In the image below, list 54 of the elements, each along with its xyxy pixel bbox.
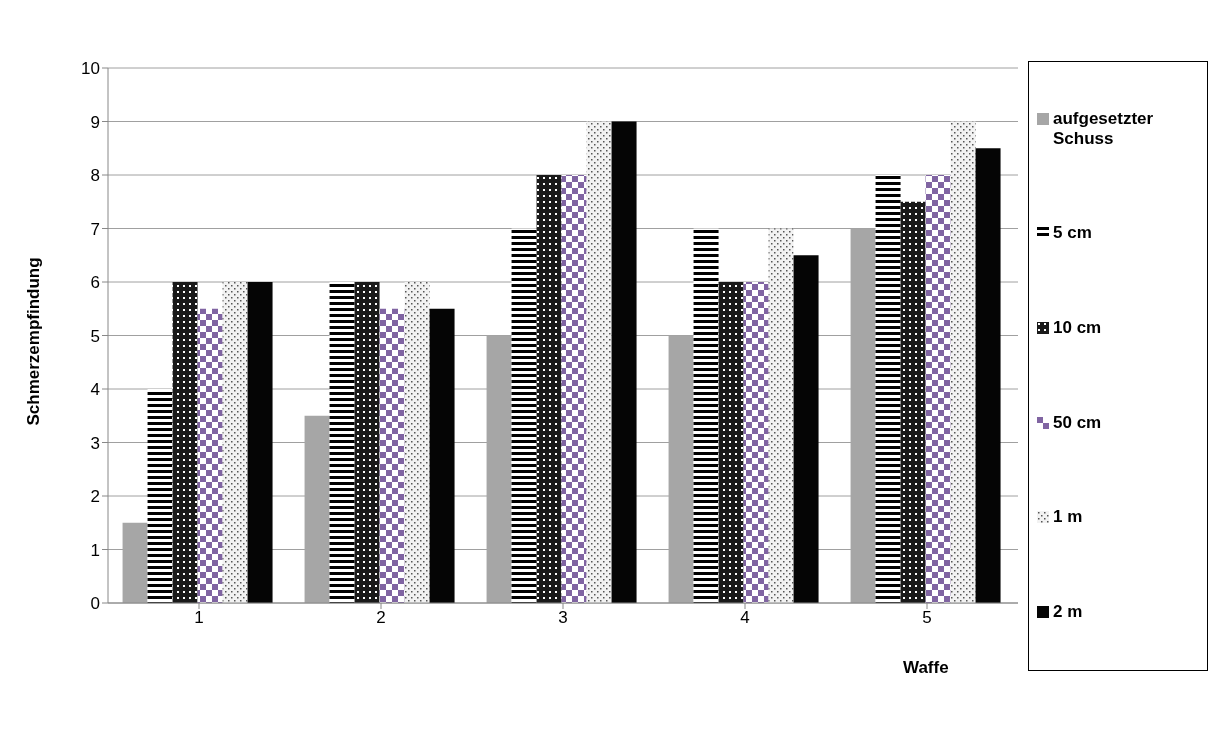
bar: [850, 228, 876, 603]
bar: [329, 282, 355, 603]
bar: [222, 282, 248, 603]
y-tick-label: 1: [90, 540, 100, 560]
x-axis-title: Waffe: [903, 658, 949, 678]
bar: [950, 121, 976, 603]
bar: [925, 175, 951, 603]
y-tick-label: 8: [90, 166, 100, 186]
bar: [743, 282, 769, 603]
bar: [668, 335, 694, 603]
bar: [404, 282, 430, 603]
y-tick-label: 0: [90, 594, 100, 614]
y-tick-label: 4: [90, 380, 100, 400]
y-tick-label: 3: [90, 433, 100, 453]
bar: [197, 308, 223, 603]
bar: [247, 282, 273, 603]
x-tick-label: 3: [558, 608, 568, 628]
bar: [561, 175, 587, 603]
bar: [511, 228, 537, 603]
y-tick-label: 10: [81, 59, 100, 79]
y-tick-label: 7: [90, 219, 100, 239]
y-tick-label: 6: [90, 273, 100, 293]
y-tick-label: 2: [90, 487, 100, 507]
bar: [900, 201, 926, 603]
y-axis-title: Schmerzempfindung: [24, 257, 44, 426]
y-tick-label: 5: [90, 326, 100, 346]
legend-label: 5 cm: [1053, 223, 1092, 244]
legend-label: aufgesetzter Schuss: [1053, 108, 1155, 149]
bar: [693, 228, 719, 603]
bar: [611, 121, 637, 603]
bar: [304, 415, 330, 603]
bar: [122, 522, 148, 603]
legend-label: 50 cm: [1053, 412, 1102, 433]
legend-label: 1 m: [1053, 507, 1083, 528]
bar: [147, 389, 173, 603]
x-tick-label: 5: [922, 608, 932, 628]
x-tick-label: 4: [740, 608, 750, 628]
bar: [875, 175, 901, 603]
legend-label: 2 m: [1053, 602, 1083, 623]
bar: [486, 335, 512, 603]
legend-label: 10 cm: [1053, 318, 1102, 339]
bar: [718, 282, 744, 603]
x-tick-label: 2: [376, 608, 386, 628]
x-tick-label: 1: [194, 608, 204, 628]
bar: [793, 255, 819, 603]
bar: [172, 282, 198, 603]
y-tick-label: 9: [90, 112, 100, 132]
bar: [429, 308, 455, 603]
bar: [536, 175, 562, 603]
bar: [379, 308, 405, 603]
bar: [354, 282, 380, 603]
bar: [768, 228, 794, 603]
bar: [586, 121, 612, 603]
bar: [975, 148, 1001, 603]
